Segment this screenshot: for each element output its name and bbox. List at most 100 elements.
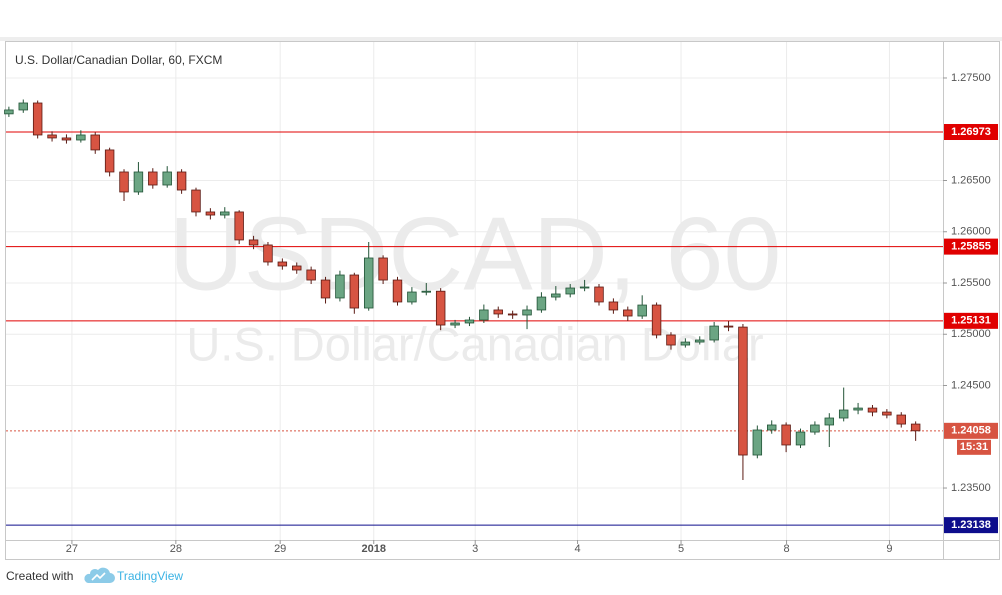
price-label-box: [944, 312, 998, 329]
x-tick-label: 5: [678, 543, 684, 555]
candle-body: [651, 304, 662, 336]
x-tick-label: 27: [66, 543, 78, 555]
x-tick-label: 29: [274, 543, 286, 555]
candle-body: [522, 309, 532, 316]
candle-body: [162, 171, 172, 186]
footer-brand[interactable]: TradingView: [117, 569, 183, 583]
watermark-subtitle: U.S. Dollar/Canadian Dollar: [186, 317, 763, 370]
candle-body: [767, 424, 777, 431]
candle-body: [306, 269, 316, 281]
y-tick-label: 1.25000: [951, 328, 991, 340]
price-label-box: [944, 517, 998, 534]
price-label-box: [944, 238, 998, 255]
candle-body: [148, 171, 158, 186]
candle-body: [335, 274, 345, 299]
candle-body: [363, 257, 374, 309]
candle-body: [61, 137, 72, 141]
chart-title: U.S. Dollar/Canadian Dollar, 60, FXCM: [15, 53, 222, 67]
y-tick-label: 1.25500: [951, 277, 991, 289]
candle-body: [579, 286, 590, 289]
candle-body: [637, 304, 647, 317]
grid: [6, 42, 943, 540]
candle-body: [479, 309, 489, 321]
x-tick-label: 3: [472, 543, 478, 555]
top-bar: [0, 0, 1002, 38]
footer-prefix: Created with: [6, 569, 73, 583]
candle-body: [551, 293, 561, 298]
candle-body: [407, 291, 417, 303]
candle-body: [234, 211, 244, 241]
candle-body: [421, 290, 432, 293]
candle-body: [32, 102, 43, 136]
candle-body: [695, 339, 705, 343]
candle-body: [205, 211, 216, 216]
candle-body: [4, 109, 14, 115]
x-tick-label: 9: [886, 543, 892, 555]
candle-body: [378, 257, 388, 281]
candle-body: [263, 244, 273, 263]
candle-body: [220, 211, 230, 216]
countdown: 15:31: [960, 441, 988, 453]
watermark: USDCAD, 60: [169, 196, 782, 312]
price-label: 1.26973: [951, 126, 991, 138]
candle-body: [248, 239, 259, 246]
y-tick-label: 1.24500: [951, 379, 991, 391]
price-label: 1.25131: [951, 315, 991, 327]
candle-body: [536, 296, 547, 311]
candle-body: [277, 261, 288, 267]
candle-body: [594, 286, 604, 303]
chart-frame: [5, 41, 1000, 560]
candle-body: [680, 341, 691, 346]
y-tick-label: 1.26500: [951, 174, 991, 186]
candle-body: [176, 171, 187, 191]
x-tick-label: 8: [783, 543, 789, 555]
candle-body: [47, 134, 57, 139]
candle-body: [666, 334, 676, 346]
y-tick-label: 1.27500: [951, 72, 991, 84]
candle-body: [292, 265, 302, 271]
candle-body: [810, 424, 820, 433]
countdown-box: [957, 439, 991, 455]
candle-body: [191, 189, 201, 213]
candle-body: [723, 325, 734, 328]
candle-body: [896, 414, 906, 425]
candle-body: [752, 429, 763, 456]
price-label: 1.23138: [951, 519, 991, 531]
candle-body: [18, 102, 28, 111]
tradingview-logo: [84, 567, 115, 583]
candle-body: [824, 417, 835, 426]
x-tick-label: 28: [170, 543, 182, 555]
candle-body: [119, 171, 129, 193]
candle-body: [910, 423, 921, 432]
candle-body: [882, 411, 892, 416]
candle-body: [435, 290, 446, 326]
candle-body: [464, 319, 475, 324]
candle-body: [565, 287, 575, 295]
candle-body: [853, 407, 863, 411]
candle-body: [795, 431, 806, 446]
candle-body: [76, 134, 86, 141]
candle-body: [507, 313, 518, 316]
price-label: 1.25855: [951, 241, 991, 253]
candle-body: [781, 424, 791, 446]
candle-body: [90, 134, 100, 151]
x-tick-label: 2018: [362, 543, 386, 555]
candle-body: [133, 171, 144, 193]
x-tick-label: 4: [574, 543, 580, 555]
candle-body: [320, 279, 331, 299]
candles: [4, 99, 921, 481]
price-label-box: [944, 422, 998, 439]
candle-body: [623, 309, 633, 317]
candle-body: [450, 322, 460, 326]
y-tick-label: 1.23500: [951, 482, 991, 494]
candle-body: [867, 407, 878, 413]
candle-body: [709, 325, 719, 341]
price-label: 1.24058: [951, 425, 991, 437]
y-tick-label: 1.26000: [951, 226, 991, 238]
candle-body: [104, 149, 115, 173]
candle-body: [738, 326, 748, 456]
candle-body: [608, 301, 619, 311]
candle-body: [838, 409, 849, 419]
